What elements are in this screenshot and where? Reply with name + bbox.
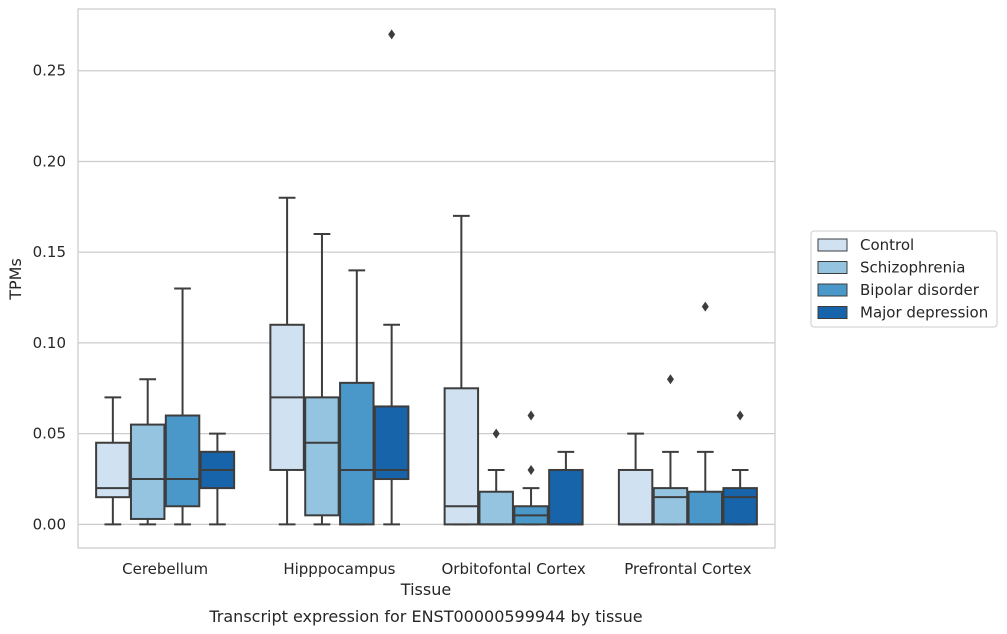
x-tick-label: Cerebellum (122, 560, 208, 578)
box-groups (95, 29, 758, 526)
box-body (548, 468, 584, 526)
legend-swatch (817, 261, 848, 274)
legend-swatch (817, 238, 848, 252)
plot-frame (77, 8, 776, 549)
box-body (478, 490, 514, 526)
box-bipolar-disorder (164, 287, 201, 526)
legend-label: Major depression (860, 304, 988, 322)
box-schizophrenia (129, 378, 166, 526)
y-tick-label: 0.20 (33, 152, 66, 170)
y-tick-label: 0.05 (33, 425, 66, 443)
y-tick-label: 0.15 (33, 243, 66, 261)
box-major-depression (199, 432, 236, 526)
x-tick-label: Hipppocampus (283, 560, 395, 578)
box-major-depression (548, 450, 584, 526)
legend-frame (810, 230, 998, 328)
box-body (304, 396, 340, 517)
box-bipolar-disorder (513, 410, 549, 526)
y-tick-label: 0.25 (33, 62, 66, 80)
x-axis-ticks: Cerebellum Hipppocampus Orbitofontal Corte… (122, 560, 751, 578)
outlier-point (388, 29, 396, 40)
box-body (652, 487, 689, 526)
outlier-point (701, 301, 709, 312)
box-control (95, 396, 131, 526)
legend-label: Bipolar disorder (860, 281, 980, 299)
box-body (164, 414, 201, 508)
legend: Control Schizophrenia Bipolar disorder Majo… (810, 230, 998, 328)
box-body (687, 490, 724, 526)
box-body (617, 468, 654, 526)
box-schizophrenia (652, 374, 689, 526)
box-major-depression (373, 29, 410, 526)
box-control (269, 196, 305, 526)
box-control (443, 214, 480, 526)
outlier-point (492, 428, 500, 439)
legend-swatch (817, 283, 848, 297)
box-body (339, 381, 375, 526)
box-body (443, 387, 480, 526)
box-body (722, 487, 758, 526)
y-tick-label: 0.10 (33, 334, 66, 352)
box-major-depression (722, 410, 758, 526)
y-axis-label: TPMs (6, 258, 25, 301)
box-control (617, 432, 654, 526)
legend-label: Schizophrenia (860, 259, 965, 277)
y-tick-label: 0.00 (33, 515, 66, 533)
x-axis-label: Tissue (400, 580, 451, 599)
y-axis-ticks: 0.00 0.05 0.10 0.15 0.20 0.25 (33, 62, 66, 534)
legend-swatch (817, 306, 848, 319)
box-bipolar-disorder (339, 269, 375, 526)
x-tick-label: Orbitofontal Cortex (442, 560, 586, 578)
box-bipolar-disorder (687, 301, 724, 526)
outlier-point (527, 410, 535, 421)
box-body (129, 423, 166, 520)
box-body (373, 405, 410, 481)
outlier-point (736, 410, 744, 421)
x-tick-label: Prefrontal Cortex (624, 560, 751, 578)
outlier-point (666, 374, 674, 385)
box-schizophrenia (478, 428, 514, 526)
legend-label: Control (860, 236, 914, 254)
chart-caption: Transcript expression for ENST0000059994… (208, 607, 642, 626)
box-schizophrenia (304, 233, 340, 526)
outlier-point (527, 464, 535, 475)
